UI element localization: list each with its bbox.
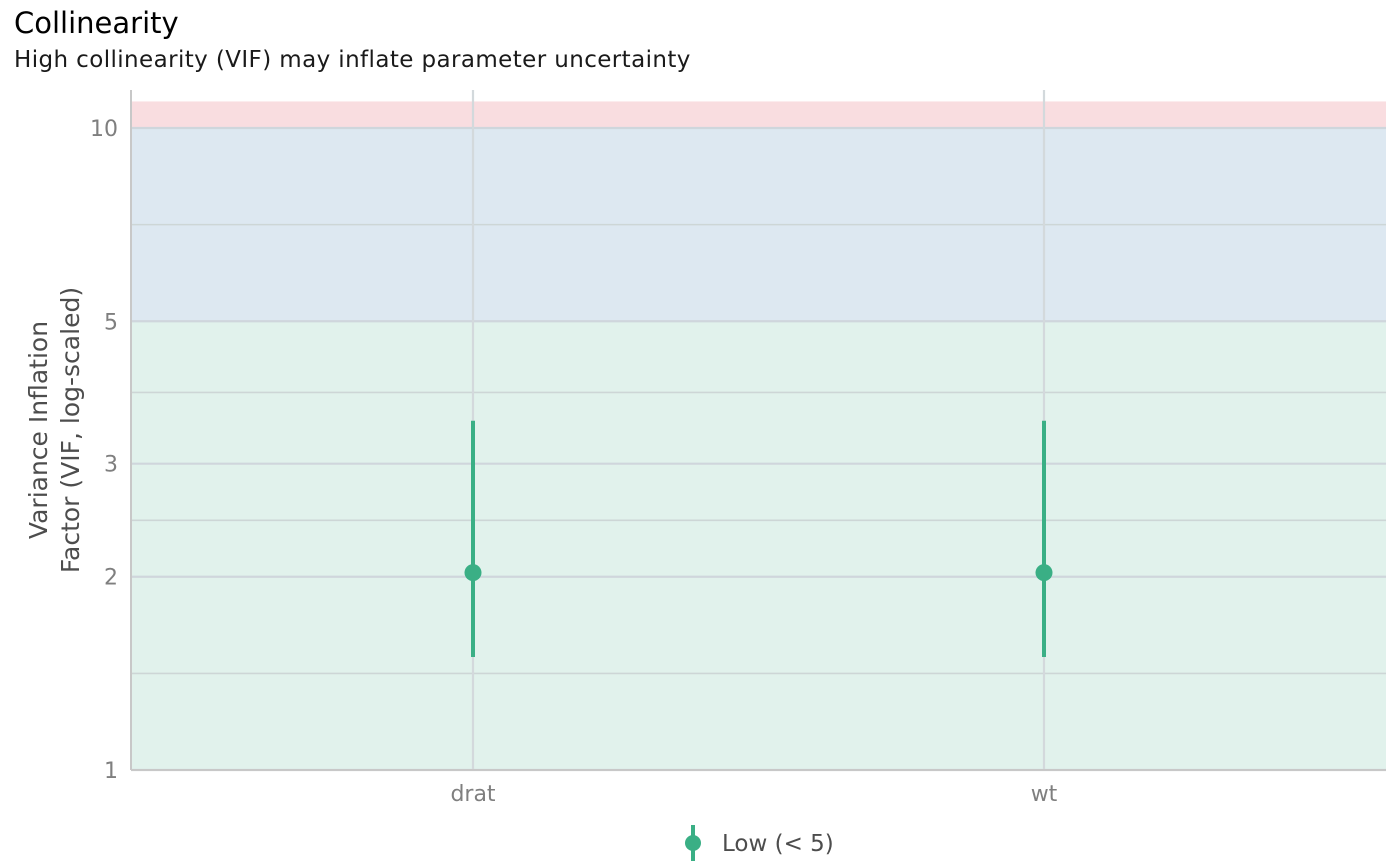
legend: Low (< 5): [685, 825, 834, 861]
x-tick-label-drat: drat: [450, 782, 495, 807]
axes: 1 2 3 5 10 drat wt: [90, 90, 1386, 807]
y-tick-label-3: 5: [104, 310, 118, 335]
y-axis-label-line-2: Factor (VIF, log-scaled): [56, 287, 85, 573]
band-2: [131, 101, 1386, 128]
chart-title: Collinearity: [14, 6, 179, 40]
legend-label: Low (< 5): [722, 831, 834, 857]
threshold-bands: [131, 101, 1386, 770]
y-tick-label-1: 2: [104, 566, 118, 591]
y-axis-label: Variance Inflation Factor (VIF, log-scal…: [24, 287, 85, 573]
y-tick-label-2: 3: [104, 453, 118, 478]
point-drat: [464, 564, 482, 582]
x-tick-label-wt: wt: [1031, 782, 1058, 807]
chart-subtitle: High collinearity (VIF) may inflate para…: [14, 47, 691, 73]
band-0: [131, 321, 1386, 770]
y-axis-label-line-1: Variance Inflation: [24, 321, 53, 539]
y-tick-label-4: 10: [90, 117, 118, 142]
data-marks: [464, 420, 1053, 657]
point-wt: [1035, 564, 1053, 582]
legend-key-point: [685, 835, 701, 851]
y-tick-label-0: 1: [104, 759, 118, 784]
